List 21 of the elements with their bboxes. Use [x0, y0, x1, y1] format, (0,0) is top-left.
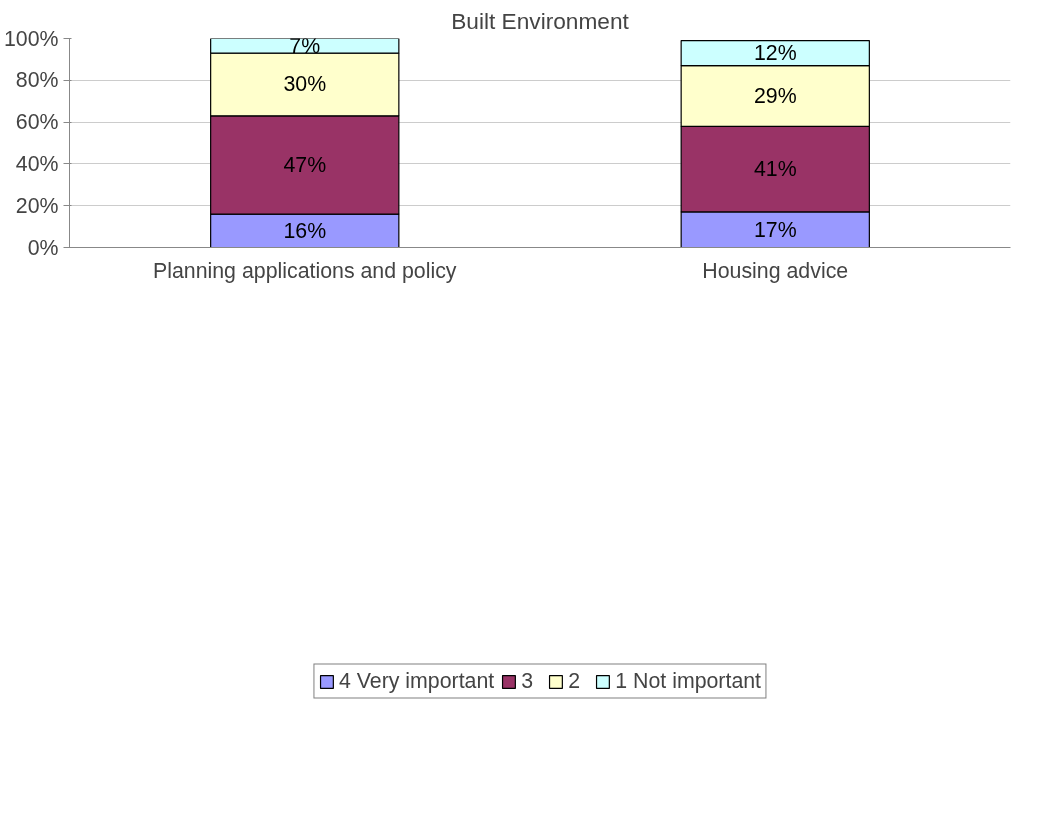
y-tick-label: 20% — [15, 193, 59, 218]
y-tick-label: 100% — [3, 26, 59, 51]
chart-title: Built Environment — [451, 7, 630, 34]
data-label: 17% — [753, 217, 797, 242]
y-tick-label: 80% — [15, 68, 59, 93]
data-label: 29% — [753, 83, 797, 108]
legend-label: 4 Very important — [338, 668, 495, 694]
y-tick-label: 40% — [15, 151, 59, 176]
data-label: 30% — [283, 72, 327, 97]
x-tick-label: Planning applications and policy — [152, 258, 457, 283]
legend-label: 3 — [521, 668, 535, 694]
data-label: 12% — [753, 41, 797, 66]
x-tick-label: Housing advice — [702, 258, 849, 283]
data-label: 47% — [283, 152, 327, 177]
data-label: 41% — [753, 157, 797, 182]
data-label: 7% — [289, 33, 321, 58]
data-label: 16% — [283, 218, 327, 243]
legend-label: 2 — [568, 668, 582, 694]
legend-label: 1 Not important — [615, 668, 762, 694]
y-tick-label: 60% — [15, 110, 59, 135]
y-tick-label: 0% — [27, 235, 59, 260]
